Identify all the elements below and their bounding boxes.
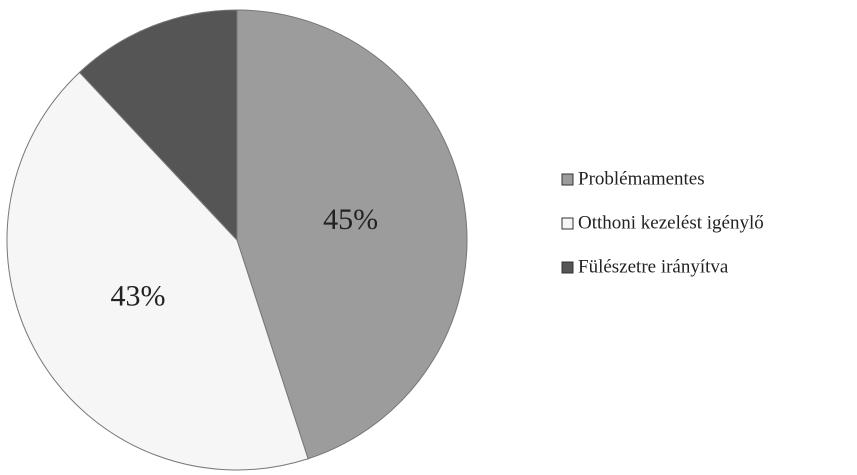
legend-label: Otthoni kezelést igénylő — [578, 212, 764, 233]
pie-slice — [236, 9, 468, 460]
pie-slice — [78, 9, 238, 242]
legend-swatch — [561, 217, 574, 230]
data-label: 43% — [111, 279, 166, 312]
legend-swatch — [561, 173, 574, 186]
legend-swatch — [561, 261, 574, 274]
legend-label: Problémamentes — [578, 168, 705, 189]
data-label: 45% — [323, 203, 378, 236]
pie-slice — [6, 71, 309, 471]
legend-label: Fülészetre irányítva — [578, 256, 729, 277]
